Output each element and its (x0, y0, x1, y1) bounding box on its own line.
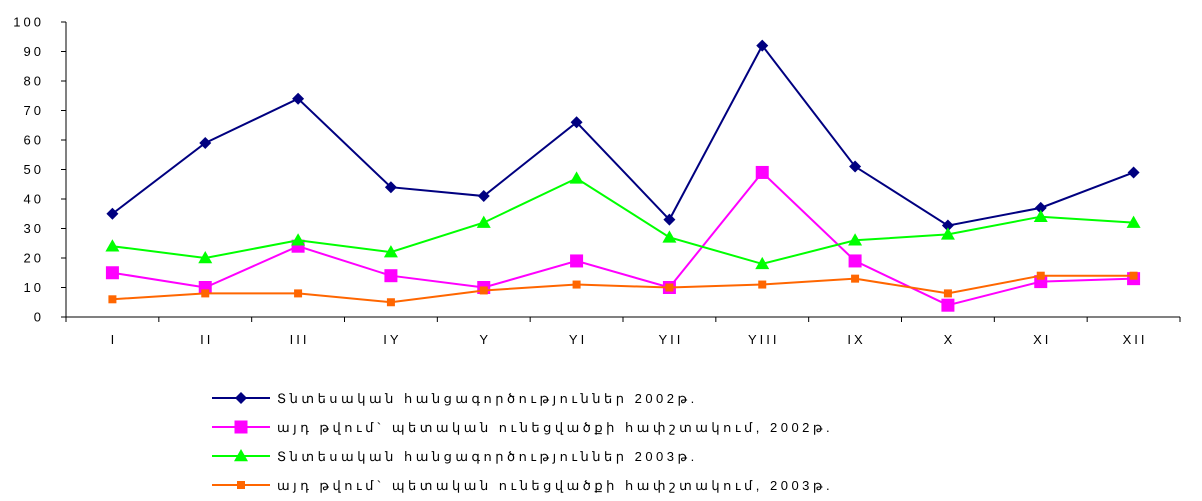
legend-marker (234, 449, 248, 462)
legend-item: Տնտեսական հանցագործություններ 2002թ. (212, 391, 698, 406)
data-point (201, 289, 210, 298)
data-point (1129, 271, 1138, 280)
legend-marker (235, 392, 247, 404)
series-line (112, 170, 1134, 307)
data-point (665, 283, 674, 292)
y-tick-label: 60 (24, 133, 44, 148)
series-line (112, 274, 1134, 304)
series-4 (108, 271, 1138, 307)
data-point (662, 230, 677, 243)
data-point (941, 219, 954, 232)
data-point (198, 251, 213, 264)
data-point (199, 136, 212, 149)
data-point (291, 233, 306, 246)
y-tick-label: 50 (24, 162, 44, 177)
legend-item: այդ թվում` պետական ունեցվածքի հափշտակում… (212, 420, 833, 435)
data-point (570, 254, 584, 268)
data-point (386, 298, 395, 307)
x-tick-label: YII (658, 332, 683, 347)
data-point (663, 213, 676, 226)
data-point (294, 289, 303, 298)
data-point (1127, 166, 1140, 179)
y-tick-label: 100 (13, 15, 44, 30)
series-line (112, 177, 1134, 265)
y-tick-label: 40 (24, 192, 44, 207)
legend-item: Տնտեսական հանցագործություններ 2003թ. (212, 449, 698, 464)
x-tick-label: YIII (748, 332, 780, 347)
y-tick-label: 0 (34, 310, 44, 325)
y-tick-label: 90 (24, 44, 44, 59)
data-point (292, 92, 305, 105)
legend-marker (237, 481, 245, 489)
data-point (570, 116, 583, 129)
data-point (105, 239, 120, 252)
legend-label: այդ թվում` պետական ունեցվածքի հափշտակում… (277, 478, 833, 493)
y-tick-label: 80 (24, 74, 44, 89)
y-tick-label: 20 (24, 251, 44, 266)
data-point (1126, 215, 1141, 228)
legend-label: այդ թվում` պետական ունեցվածքի հափշտակում… (277, 420, 833, 435)
y-tick-label: 30 (24, 221, 44, 236)
series-3 (105, 171, 1141, 270)
series-layer (105, 39, 1141, 312)
data-point (755, 256, 770, 270)
x-tick-label: X (944, 332, 956, 347)
data-point (849, 160, 862, 173)
data-point (755, 165, 769, 179)
series-2 (105, 165, 1141, 312)
data-point (479, 286, 488, 295)
legend-item: այդ թվում` պետական ունեցվածքի հափշտակում… (212, 478, 833, 493)
series-line (111, 43, 1134, 227)
data-point (943, 289, 952, 298)
data-point (1033, 209, 1048, 222)
legend-label: Տնտեսական հանցագործություններ 2002թ. (277, 391, 698, 406)
legend: Տնտեսական հանցագործություններ 2002թ. այդ … (212, 391, 833, 493)
data-point (848, 254, 862, 268)
data-point (758, 280, 767, 289)
data-point (106, 207, 119, 220)
data-point (383, 245, 398, 258)
data-point (940, 227, 955, 240)
x-tick-label: IX (847, 332, 865, 347)
x-tick-label: Y (479, 332, 491, 347)
data-point (1036, 271, 1045, 280)
y-tick-label: 70 (24, 103, 44, 118)
legend-label: Տնտեսական հանցագործություններ 2003թ. (277, 449, 698, 464)
data-point (384, 181, 397, 194)
data-point (848, 233, 863, 246)
x-tick-label: I (111, 332, 118, 347)
data-point (941, 298, 955, 312)
data-point (108, 295, 117, 304)
x-tick-label: II (200, 332, 213, 347)
series-1 (106, 39, 1140, 232)
data-point (851, 274, 860, 283)
data-point (105, 266, 119, 280)
y-tick-label: 10 (24, 280, 44, 295)
x-tick-label: IY (383, 332, 401, 347)
x-tick-label: YI (569, 332, 587, 347)
x-tick-label: XII (1123, 332, 1148, 347)
data-point (477, 190, 490, 203)
data-point (569, 171, 584, 184)
legend-marker (234, 420, 248, 434)
data-point (384, 269, 398, 283)
data-point (476, 215, 491, 228)
data-point (756, 39, 769, 52)
data-point (572, 280, 581, 289)
x-tick-label: XI (1033, 332, 1051, 347)
data-point (1034, 201, 1047, 214)
x-tick-label: III (290, 332, 310, 347)
